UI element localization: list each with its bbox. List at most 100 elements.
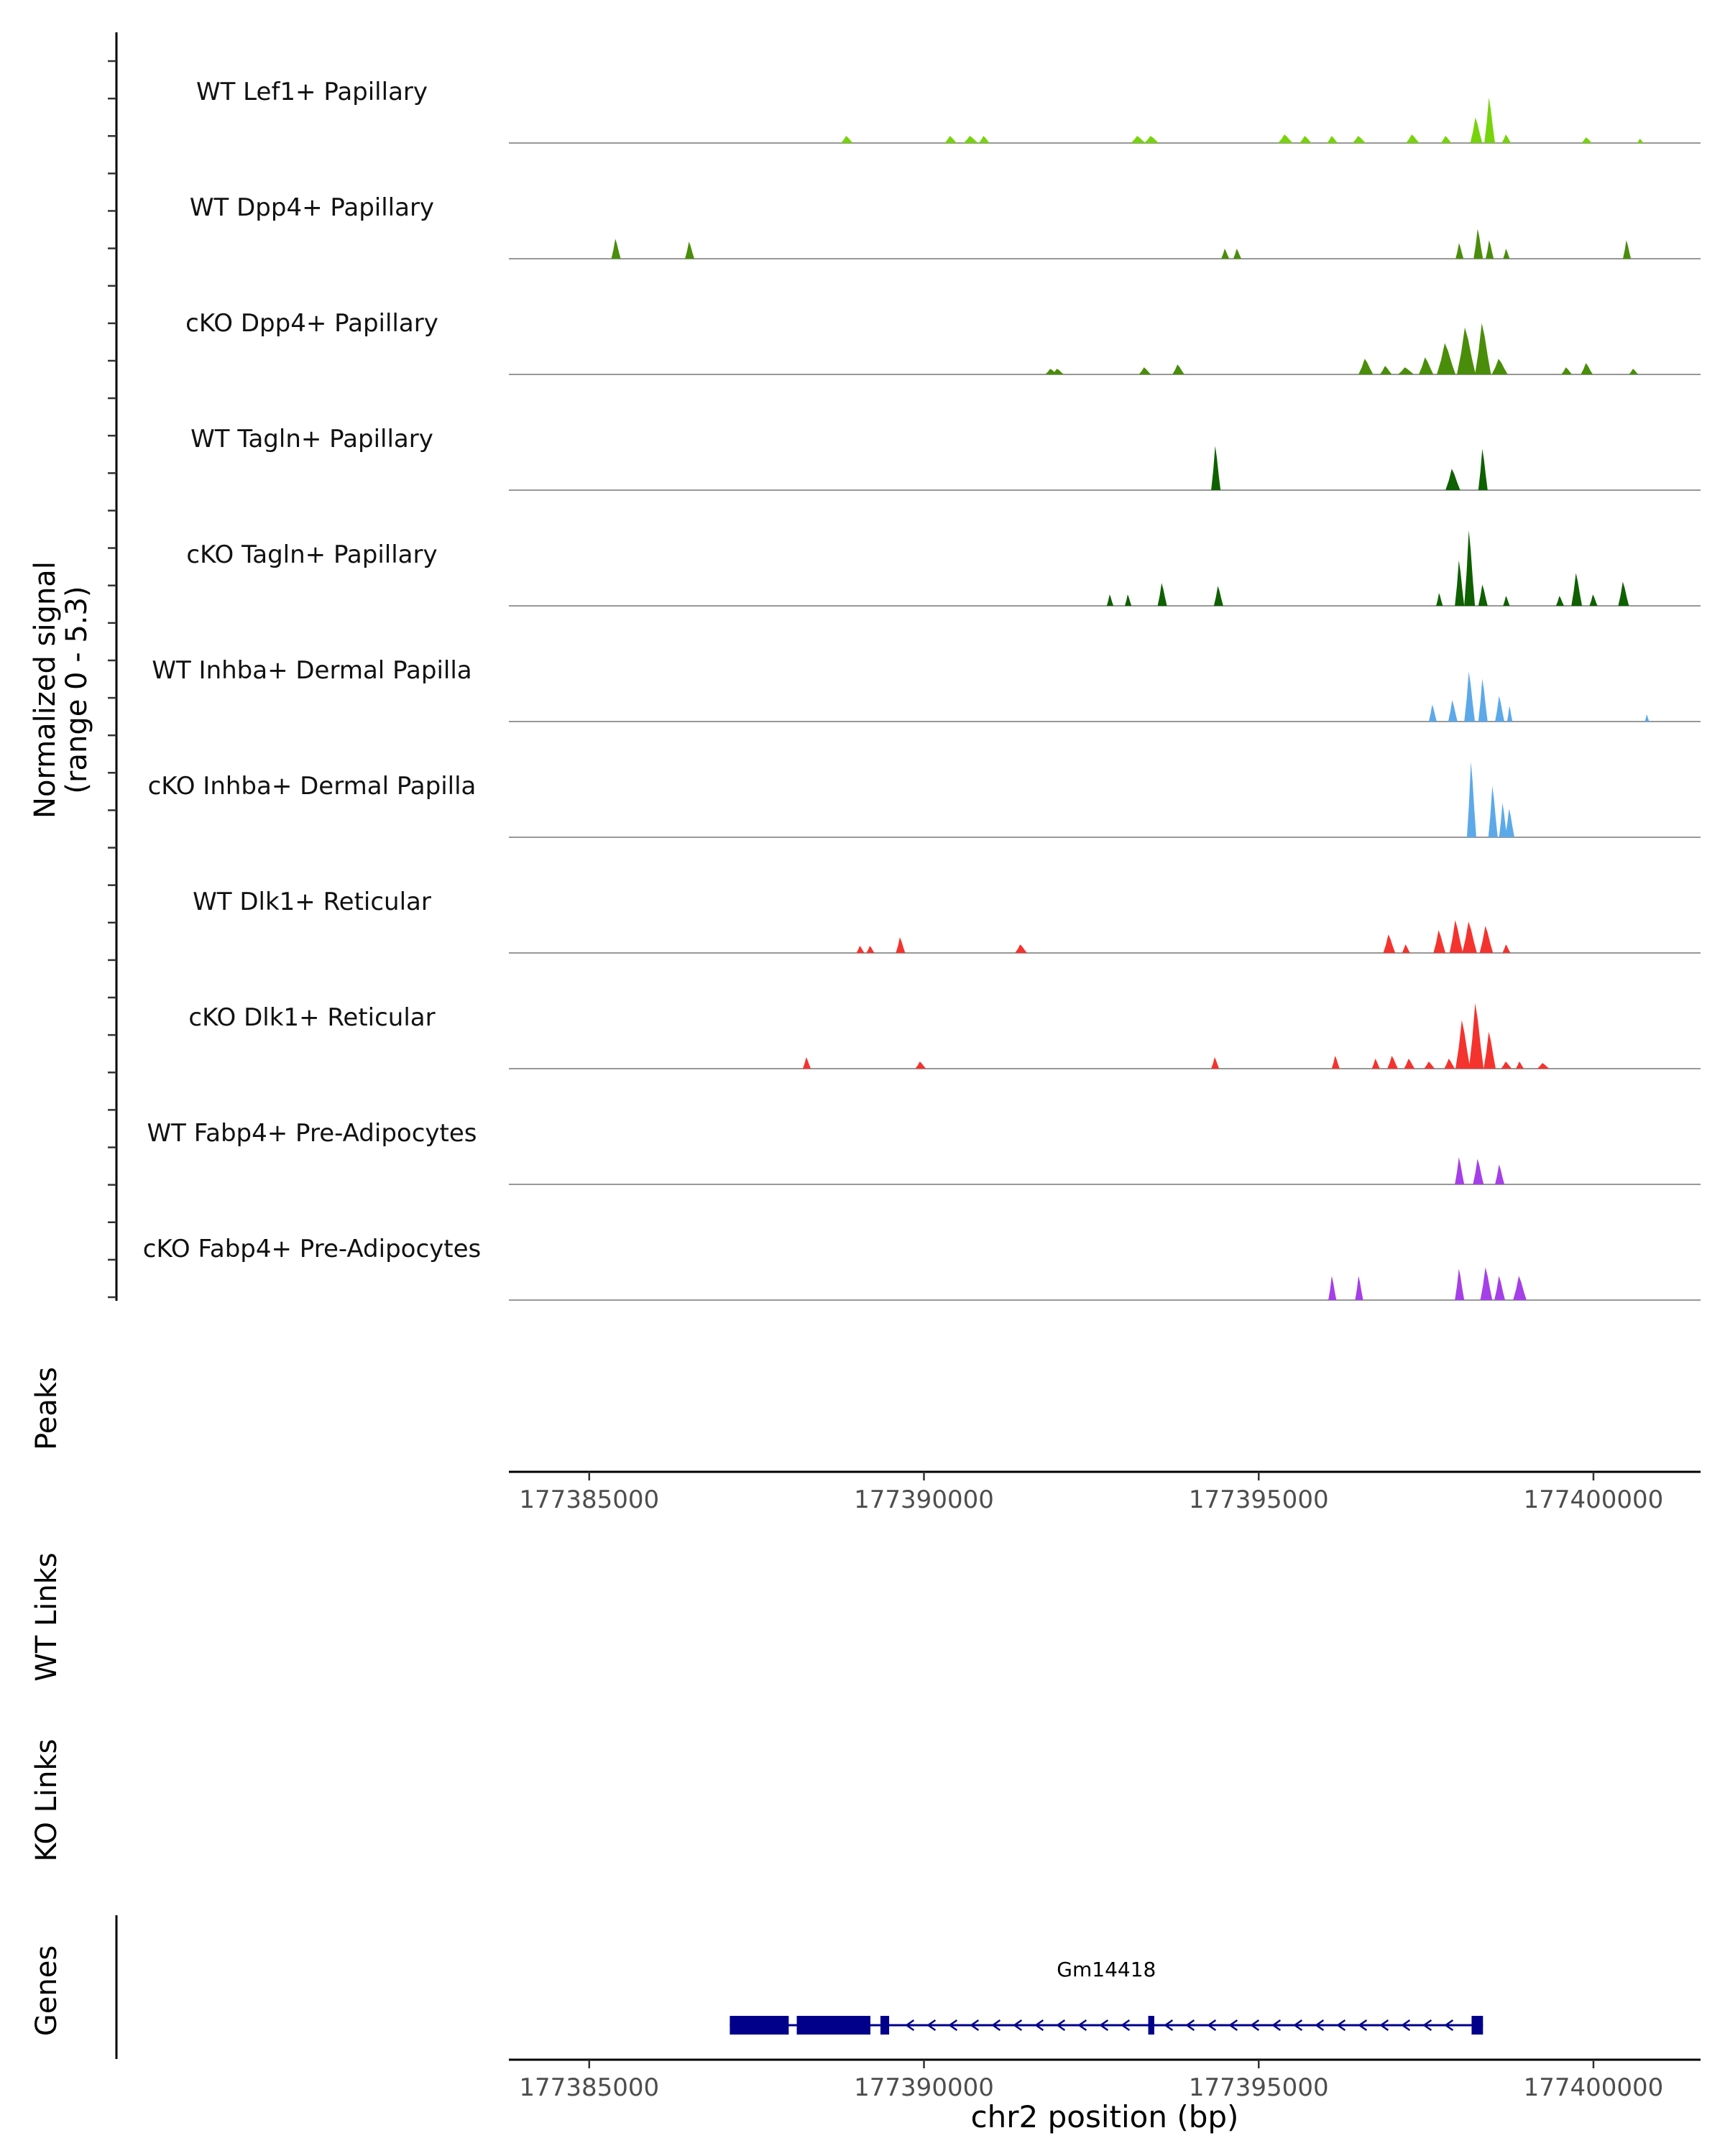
track-label: cKO Inhba+ Dermal Papilla — [148, 772, 477, 801]
signal-peak — [1131, 136, 1146, 143]
signal-peak — [1629, 369, 1639, 374]
signal-peak — [1052, 369, 1064, 374]
signal-peak — [1473, 229, 1484, 259]
signal-peak — [1138, 367, 1151, 374]
strand-arrow — [991, 2019, 1001, 2032]
signal-peak — [1495, 1164, 1505, 1184]
signal-peak — [1440, 136, 1452, 143]
signal-peak — [1397, 367, 1414, 374]
signal-peak — [1355, 1276, 1363, 1300]
signal-peak — [1172, 364, 1184, 374]
signal-peak — [1449, 920, 1463, 953]
x-tick-label: 177395000 — [1189, 1485, 1329, 1514]
signal-peak — [1470, 117, 1483, 143]
signal-peak — [1484, 97, 1496, 143]
signal-peak — [1221, 249, 1230, 259]
strand-arrow — [1315, 2019, 1325, 2032]
signal-peak — [1436, 593, 1443, 606]
wt-links-track-label: WT Links — [30, 1552, 63, 1681]
signal-peak — [963, 136, 978, 143]
signal-peak — [1589, 594, 1598, 606]
signal-peak — [1637, 139, 1644, 143]
track: WT Dlk1+ Reticular — [193, 888, 1701, 954]
signal-peak — [684, 241, 695, 259]
signal-peak — [1503, 249, 1510, 259]
gene-exon — [1471, 2016, 1484, 2035]
signal-peak — [1428, 704, 1438, 722]
x-axis-title: chr2 position (bp) — [971, 2099, 1239, 2134]
signal-peak — [1462, 921, 1477, 953]
signal-peak — [1473, 1158, 1484, 1184]
track-label: WT Dlk1+ Reticular — [193, 888, 431, 916]
track-label: cKO Dlk1+ Reticular — [188, 1003, 435, 1032]
genes-x-axis: 177385000 177390000 177395000 177400000 — [509, 2058, 1701, 2102]
signal-peak — [1383, 934, 1396, 953]
signal-peak — [1402, 944, 1410, 953]
track: cKO Inhba+ Dermal Papilla — [148, 762, 1701, 838]
strand-arrow — [1293, 2019, 1303, 2032]
strand-arrow — [1034, 2019, 1044, 2032]
coverage-y-axis — [108, 32, 118, 1301]
signal-peak — [1478, 678, 1488, 722]
track: WT Tagln+ Papillary — [190, 425, 1701, 491]
signal-peak — [1503, 596, 1510, 606]
strand-arrow — [926, 2019, 937, 2032]
track: cKO Dlk1+ Reticular — [188, 1003, 1701, 1069]
track: WT Dpp4+ Papillary — [190, 193, 1701, 259]
track: WT Lef1+ Papillary — [196, 78, 1701, 144]
gene-exon — [796, 2016, 870, 2035]
signal-peak — [1480, 1267, 1493, 1300]
signal-peak — [944, 136, 957, 143]
x-tick-label: 177390000 — [854, 1485, 994, 1514]
strand-arrow — [1099, 2019, 1109, 2032]
signal-peak — [1455, 1268, 1465, 1300]
signal-peak — [1494, 1276, 1506, 1300]
signal-peak — [1618, 581, 1629, 606]
gene-label: Gm14418 — [1057, 1958, 1156, 1981]
signal-peak — [1300, 136, 1312, 143]
strand-arrow — [1358, 2019, 1368, 2032]
x-tick-label: 177395000 — [1189, 2073, 1329, 2102]
signal-peak — [1106, 594, 1114, 606]
signal-peak — [1486, 240, 1494, 259]
signal-peak — [1555, 596, 1564, 606]
signal-peak — [1581, 137, 1593, 143]
signal-peak — [802, 1057, 811, 1069]
strand-arrow — [1207, 2019, 1217, 2032]
signal-peak — [1331, 1056, 1340, 1069]
track-label: cKO Dpp4+ Papillary — [185, 309, 438, 338]
signal-peak — [1502, 944, 1511, 953]
signal-peak — [1581, 363, 1593, 374]
strand-arrow — [948, 2019, 958, 2032]
signal-peak — [1479, 926, 1494, 953]
signal-peak — [1437, 343, 1456, 374]
signal-peak — [1015, 944, 1027, 953]
signal-peak — [1124, 594, 1132, 606]
signal-peak — [1404, 1059, 1415, 1069]
signal-peak — [1448, 700, 1458, 722]
signal-peak — [1418, 357, 1434, 374]
signal-peak — [1352, 136, 1366, 143]
strand-arrow — [1336, 2019, 1346, 2032]
signal-peak — [1501, 134, 1512, 143]
x-tick-label: 177400000 — [1524, 2073, 1664, 2102]
signal-peak — [1327, 136, 1338, 143]
signal-peak — [1513, 1276, 1527, 1300]
strand-arrow — [1250, 2019, 1260, 2032]
signal-peak — [1478, 584, 1488, 606]
signal-peak — [1488, 786, 1498, 837]
track-label: WT Lef1+ Papillary — [196, 78, 428, 106]
signal-peak — [1278, 134, 1293, 143]
signal-peak — [896, 937, 906, 953]
signal-peak — [1571, 573, 1583, 606]
signal-peak — [1475, 323, 1491, 374]
track-label: WT Dpp4+ Papillary — [190, 193, 434, 222]
signal-peak — [1478, 448, 1488, 490]
gene-exon — [880, 2016, 890, 2035]
signal-peak — [1499, 803, 1507, 837]
track-label: WT Fabp4+ Pre-Adipocytes — [147, 1119, 477, 1148]
signal-peak — [1211, 446, 1221, 490]
track: cKO Dpp4+ Papillary — [185, 309, 1701, 375]
track-label: WT Inhba+ Dermal Papilla — [152, 656, 472, 685]
peaks-x-axis: 177385000 177390000 177395000 177400000 — [509, 1470, 1701, 1514]
